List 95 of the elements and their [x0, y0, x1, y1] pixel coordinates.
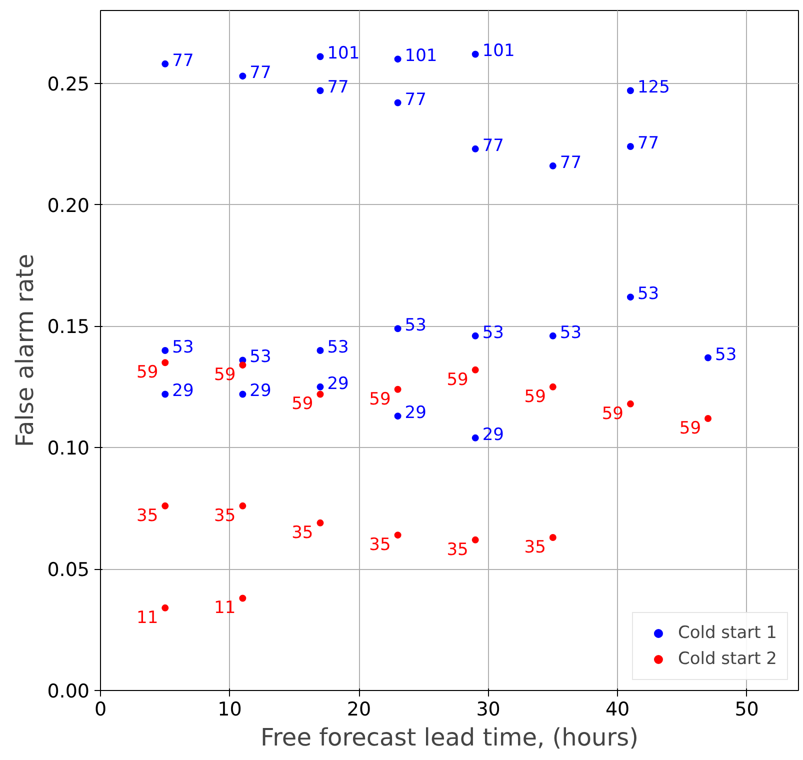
point: [626, 294, 634, 301]
annotation: 11: [214, 598, 236, 618]
point: [626, 400, 634, 408]
annotation: 77: [172, 50, 194, 71]
annotation: 59: [679, 418, 702, 438]
point: [239, 362, 246, 369]
point: [626, 143, 634, 150]
x-tick-label: 20: [346, 698, 372, 720]
point: [549, 162, 556, 170]
point: [239, 502, 246, 510]
point: [316, 87, 324, 94]
annotation: 59: [214, 365, 236, 386]
annotation: 59: [602, 404, 624, 424]
annotation: 125: [637, 78, 670, 98]
annotation: 77: [327, 78, 349, 98]
point: [162, 347, 169, 354]
point: [472, 145, 479, 152]
x-tick-label: 40: [605, 698, 630, 720]
annotation: 59: [446, 370, 468, 390]
y-tick-label: 0.05: [47, 559, 90, 582]
annotation: 35: [292, 522, 314, 543]
annotation: 35: [369, 535, 391, 556]
annotation: 53: [482, 322, 504, 343]
point: [472, 434, 479, 442]
annotation: 77: [637, 134, 660, 154]
annotation: 53: [715, 344, 737, 365]
point: [549, 332, 556, 340]
point: [704, 415, 712, 422]
annotation: 35: [524, 538, 546, 558]
annotation: 53: [327, 338, 349, 358]
annotation: 35: [214, 506, 236, 526]
annotation: 29: [482, 424, 504, 445]
point: [239, 390, 246, 398]
point: [316, 383, 324, 390]
point: [316, 347, 324, 354]
point: [394, 412, 402, 420]
point: [472, 332, 479, 340]
y-tick-label: 0.10: [47, 438, 90, 460]
point: [239, 594, 246, 602]
point: [162, 60, 169, 68]
point: [394, 56, 402, 63]
point: [316, 519, 324, 526]
point: [162, 604, 169, 612]
annotation: 29: [327, 374, 349, 394]
point: [394, 325, 402, 332]
point: [704, 354, 712, 362]
annotation: 29: [404, 403, 426, 424]
point: [472, 536, 479, 544]
annotation: 59: [369, 389, 391, 410]
annotation: 77: [560, 152, 582, 173]
point: [626, 87, 634, 94]
point: [549, 383, 556, 390]
annotation: 35: [136, 506, 158, 526]
annotation: 59: [292, 394, 314, 414]
point: [472, 50, 479, 58]
annotation: 59: [136, 362, 158, 383]
annotation: 11: [136, 608, 158, 628]
annotation: 53: [250, 347, 272, 368]
point: [239, 72, 246, 80]
y-tick-label: 0.00: [47, 680, 90, 702]
x-axis-title: Free forecast lead time, (hours): [260, 724, 638, 752]
y-tick-label: 0.20: [47, 194, 90, 217]
point: [394, 99, 402, 106]
annotation: 101: [482, 41, 515, 62]
annotation: 101: [327, 44, 360, 64]
point: [162, 502, 169, 510]
point: [162, 359, 169, 366]
annotation: 77: [250, 63, 272, 84]
x-tick-label: 50: [734, 698, 759, 720]
annotation: 53: [172, 338, 194, 358]
point: [316, 53, 324, 60]
annotation: 101: [404, 46, 438, 66]
point: [162, 390, 169, 398]
annotation: 29: [250, 381, 272, 402]
point: [549, 534, 556, 541]
annotation: 77: [482, 136, 504, 156]
annotation: 53: [560, 322, 582, 343]
y-tick-label: 0.25: [47, 73, 90, 96]
legend-label: Cold start 2: [678, 649, 777, 669]
point: [394, 386, 402, 393]
x-tick-label: 30: [476, 698, 500, 720]
legend-label: Cold start 1: [678, 623, 777, 643]
annotation: 59: [524, 386, 546, 407]
annotation: 53: [404, 316, 426, 336]
point: [472, 366, 479, 374]
annotation: 53: [637, 284, 660, 304]
x-tick-label: 0: [94, 698, 107, 720]
x-tick-label: 10: [218, 698, 242, 720]
annotation: 29: [172, 381, 194, 402]
annotation: 35: [446, 540, 468, 560]
point: [394, 532, 402, 539]
y-tick-label: 0.15: [47, 316, 90, 338]
point: [316, 390, 324, 398]
annotation: 77: [404, 90, 426, 110]
y-axis-title: False alarm rate: [11, 254, 40, 448]
